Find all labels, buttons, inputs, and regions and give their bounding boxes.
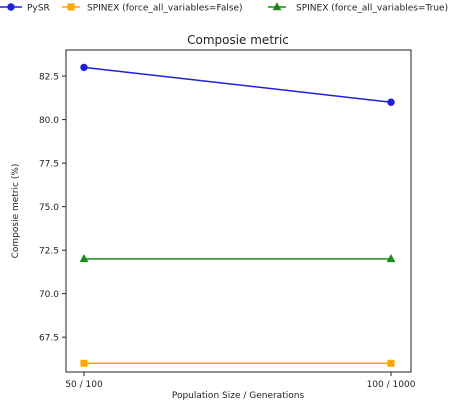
legend-marker (67, 3, 75, 11)
data-point (79, 254, 89, 263)
y-tick-label: 82.5 (39, 72, 59, 82)
legend-label: PySR (27, 4, 50, 14)
y-tick-label: 75.0 (39, 203, 59, 213)
legend-item: SPINEX (force_all_variables=False) (62, 3, 243, 14)
x-tick-label: 50 / 100 (65, 380, 103, 390)
y-tick-label: 80.0 (39, 116, 59, 126)
legend-label: SPINEX (force_all_variables=False) (87, 4, 243, 14)
chart-title: Composie metric (187, 33, 289, 47)
plot-area (65, 49, 412, 373)
data-point (387, 98, 395, 106)
series-group (79, 254, 396, 263)
x-axis-label: Population Size / Generations (172, 391, 305, 401)
data-point (80, 63, 88, 72)
y-tick-label: 67.5 (39, 333, 59, 343)
y-tick-label: 70.0 (39, 290, 59, 300)
series-group (80, 359, 395, 367)
series-line (83, 66, 392, 103)
y-tick-label: 77.5 (39, 159, 59, 169)
y-axis: 67.5 70.0 72.5 75.0 77.5 80.0 82.5 (39, 72, 66, 343)
legend: PySR SPINEX (force_all_variables=False) SP… (0, 2, 448, 14)
y-axis-label: Composie metric (%) (11, 164, 21, 259)
legend-marker (272, 2, 282, 11)
series-group (80, 63, 395, 106)
legend-label: SPINEX (force_all_variables=True) (296, 4, 448, 14)
data-point (386, 254, 396, 263)
x-tick-label: 100 / 1000 (367, 380, 416, 390)
legend-item: SPINEX (force_all_variables=True) (268, 2, 448, 14)
data-point (80, 359, 88, 367)
data-point (387, 359, 395, 367)
x-axis: 50 / 100 100 / 1000 (65, 372, 416, 390)
series-layer (79, 63, 396, 367)
legend-marker (7, 3, 15, 11)
y-tick-label: 72.5 (39, 246, 59, 256)
legend-item: PySR (0, 3, 50, 14)
